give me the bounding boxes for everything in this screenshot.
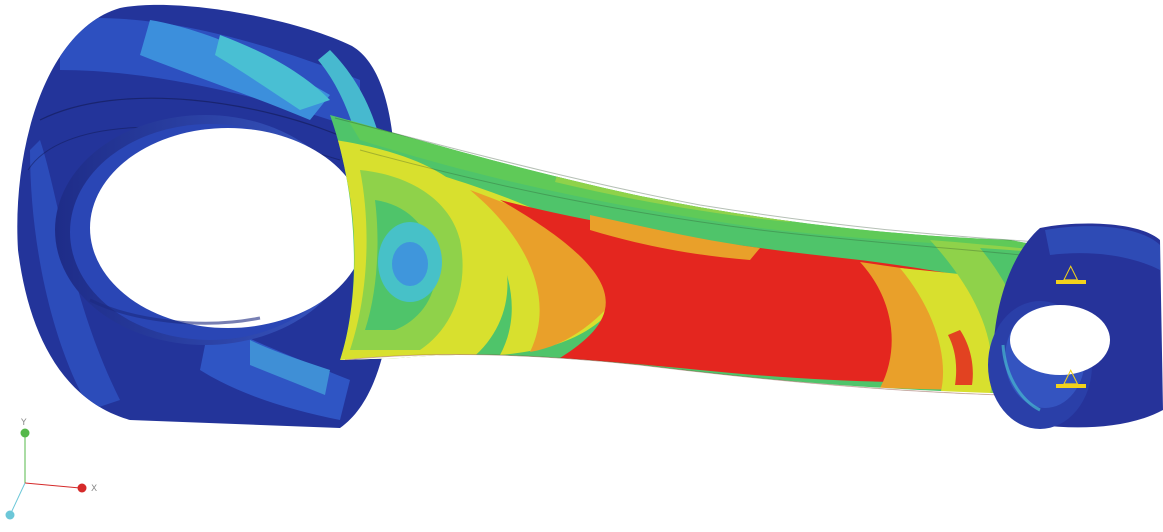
y-axis-label: Y [20, 418, 27, 428]
small-end [988, 223, 1163, 429]
constraint-marker-lower[interactable]: △ [1056, 363, 1086, 388]
big-end [17, 4, 397, 429]
rod-shank [330, 115, 1080, 396]
x-axis-line [24, 482, 81, 489]
x-axis-label: X [91, 484, 97, 494]
constraint-triangle-icon: △ [1063, 363, 1079, 387]
x-axis-tip-icon [77, 483, 87, 493]
small-end-bore-opening [1010, 305, 1110, 375]
axis-triad: Y X [5, 418, 97, 520]
z-axis-line [10, 482, 26, 514]
y-axis-tip-icon [20, 428, 30, 438]
z-axis-tip-icon [5, 510, 15, 520]
constraint-marker-upper[interactable]: △ [1056, 259, 1086, 284]
boundary-condition-markers[interactable]: △ △ [1056, 259, 1086, 388]
big-end-bore-opening [90, 128, 366, 328]
constraint-triangle-icon: △ [1063, 259, 1079, 283]
constraint-base-bar [1056, 280, 1086, 284]
constraint-base-bar [1056, 384, 1086, 388]
